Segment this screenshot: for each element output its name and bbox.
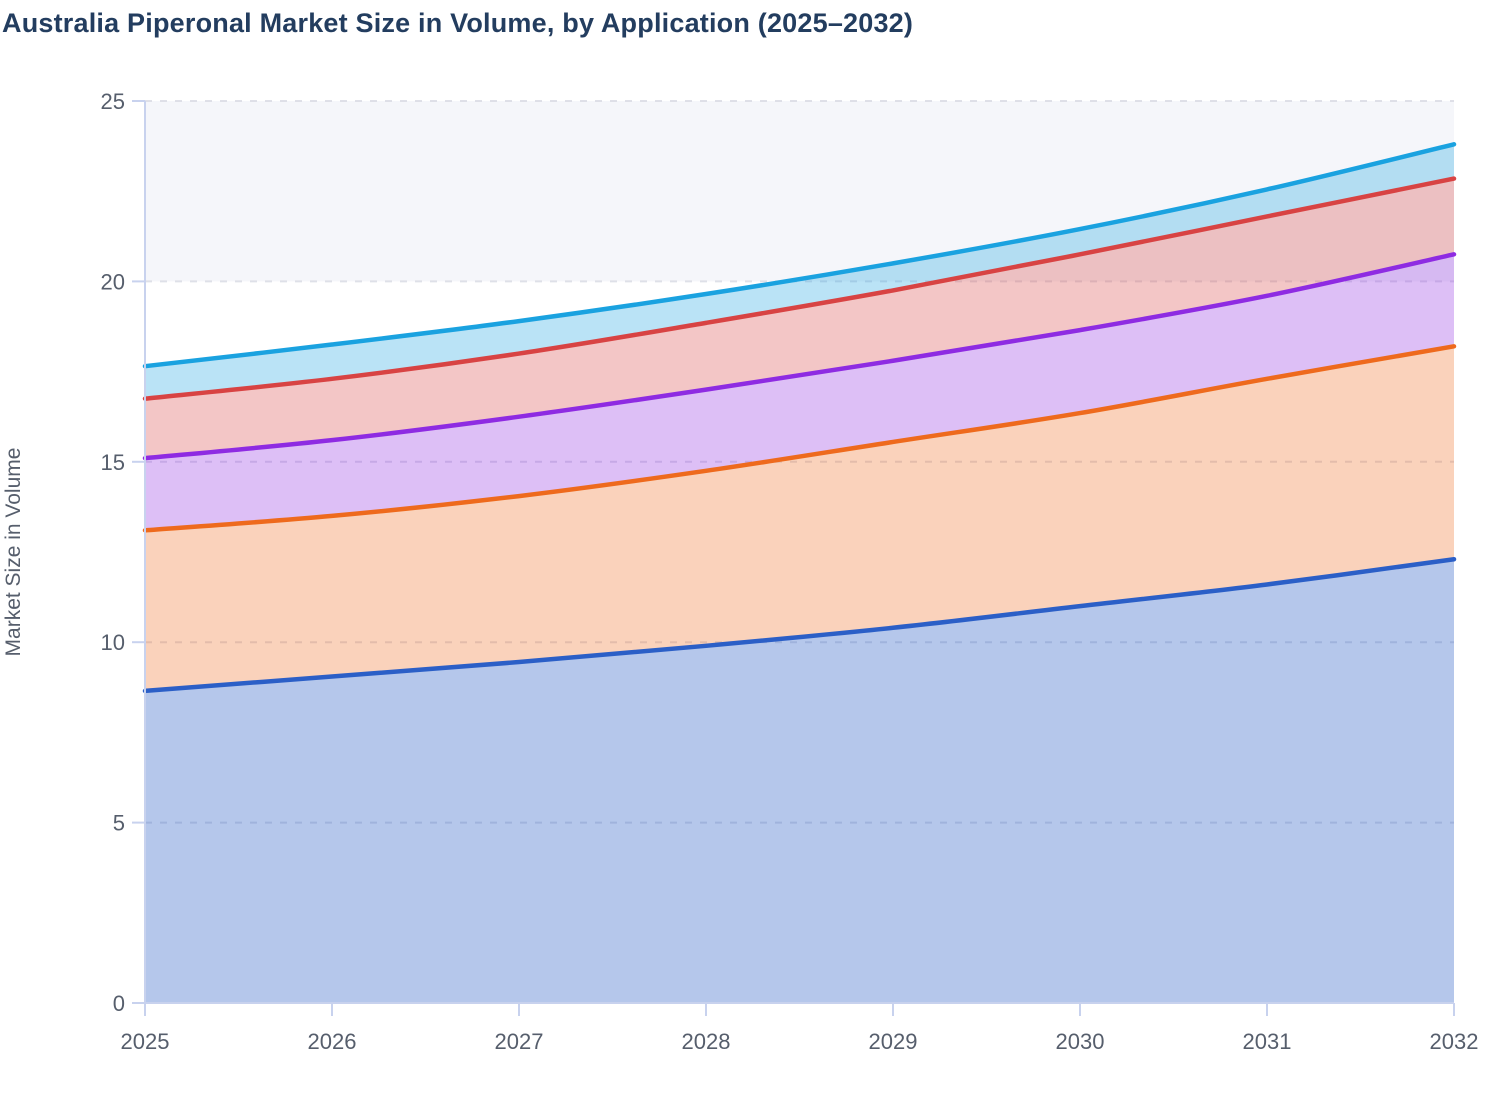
x-tick-label: 2028 xyxy=(682,1029,731,1054)
y-tick-label: 25 xyxy=(101,89,125,114)
line-series-1-blue-bottom xyxy=(142,556,1457,694)
area-series-5-cyan-top xyxy=(145,144,1454,399)
line-series-2-orange xyxy=(142,344,1457,533)
y-tick-label: 10 xyxy=(101,630,125,655)
x-tick-label: 2029 xyxy=(869,1029,918,1054)
x-tick-label: 2030 xyxy=(1056,1029,1105,1054)
x-tick-label: 2031 xyxy=(1243,1029,1292,1054)
chart-title: Australia Piperonal Market Size in Volum… xyxy=(2,8,914,38)
y-plot-band xyxy=(145,101,1454,282)
y-axis-title: Market Size in Volume xyxy=(2,448,25,657)
area-series-2-orange xyxy=(145,346,1454,691)
x-tick-label: 2025 xyxy=(121,1029,170,1054)
line-series-4-red xyxy=(142,176,1457,401)
x-tick-label: 2027 xyxy=(495,1029,544,1054)
area-series-1-blue-bottom xyxy=(145,559,1454,1003)
y-tick-label: 15 xyxy=(101,450,125,475)
y-tick-label: 0 xyxy=(113,991,125,1016)
y-tick-label: 5 xyxy=(113,811,125,836)
line-series-3-purple xyxy=(142,252,1457,461)
line-series-5-cyan-top xyxy=(142,142,1457,369)
area-series-4-red xyxy=(145,178,1454,459)
x-tick-label: 2032 xyxy=(1430,1029,1479,1054)
y-tick-label: 20 xyxy=(101,269,125,294)
x-tick-label: 2026 xyxy=(308,1029,357,1054)
